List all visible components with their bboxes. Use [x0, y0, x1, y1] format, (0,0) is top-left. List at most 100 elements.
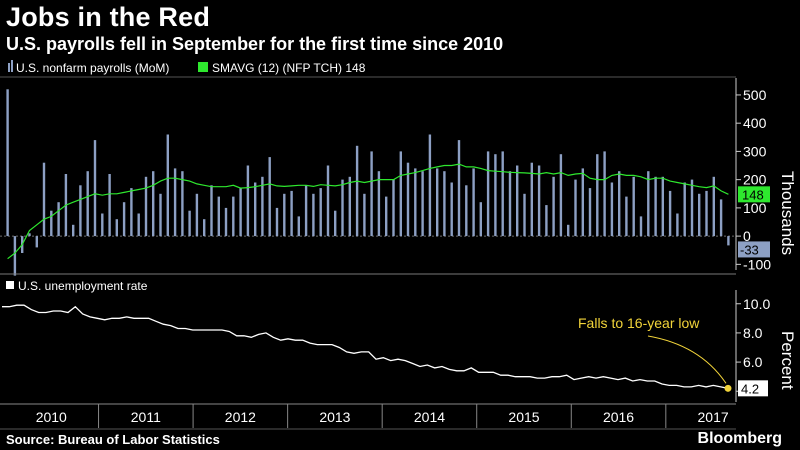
- payroll-bar: [195, 193, 199, 237]
- payroll-value-tag: [738, 241, 770, 258]
- payroll-bar: [283, 193, 286, 237]
- payroll-bar: [93, 140, 97, 237]
- unemp-value-tag: [738, 380, 768, 397]
- payroll-bar: [173, 168, 177, 237]
- payroll-bar: [632, 176, 635, 237]
- unemp-tick-label: 8.0: [743, 325, 763, 341]
- payroll-bar: [312, 193, 315, 237]
- unemployment-panel: 6.0 8.0 10.0 Percent 4.2 Falls to 16-year low…: [0, 273, 797, 402]
- payroll-tick-label: 200: [743, 172, 767, 188]
- payroll-bar: [450, 182, 453, 237]
- sma-line: [7, 163, 729, 260]
- payroll-bar: [537, 165, 541, 237]
- payroll-bar: [719, 199, 723, 237]
- payroll-bar: [297, 216, 300, 237]
- payroll-bar: [210, 185, 213, 237]
- payroll-bar: [610, 182, 614, 237]
- year-label: 2012: [225, 409, 256, 425]
- payroll-bar: [6, 89, 9, 237]
- payroll-bar: [108, 174, 111, 237]
- payroll-bar: [530, 162, 533, 237]
- payroll-tick-label: -100: [743, 256, 771, 272]
- payroll-bar: [596, 154, 599, 237]
- payroll-bar: [639, 216, 643, 237]
- payroll-panel: -100 0 100 200 300 400 500 Thousands 148 -33 U.S. …: [0, 60, 797, 276]
- payroll-bar: [654, 176, 657, 237]
- payroll-bar: [625, 196, 628, 237]
- chart-title: Jobs in the Red: [6, 2, 211, 32]
- payroll-bar: [457, 140, 461, 237]
- payroll-bar: [42, 162, 46, 237]
- payroll-bar: [86, 171, 89, 237]
- legend-payrolls: U.S. nonfarm payrolls (MoM): [16, 61, 169, 75]
- payroll-bar: [567, 224, 570, 237]
- payroll-bar: [304, 185, 308, 237]
- payroll-bar: [443, 171, 446, 237]
- sma-value-label: 148: [742, 187, 764, 202]
- legend-bar-swatch-a: [8, 63, 10, 72]
- payroll-bar: [166, 134, 169, 237]
- year-label: 2011: [131, 409, 161, 425]
- payroll-bar: [246, 165, 250, 237]
- payroll-bar: [268, 157, 271, 237]
- payroll-bar: [436, 168, 439, 237]
- payroll-bar: [101, 213, 104, 237]
- payroll-bar: [581, 168, 584, 237]
- payroll-bar: [159, 193, 162, 237]
- year-label: 2010: [36, 409, 67, 425]
- annotation-arrow: [647, 335, 727, 384]
- payroll-bar: [465, 185, 468, 237]
- payroll-bar: [559, 154, 563, 237]
- payroll-bar: [144, 176, 148, 237]
- payroll-bar: [326, 165, 330, 237]
- payroll-bar: [341, 179, 344, 237]
- latest-point-marker: [724, 384, 732, 392]
- payroll-bar: [698, 193, 701, 237]
- payroll-bar: [79, 185, 82, 237]
- payroll-bar: [385, 196, 388, 237]
- payroll-bar: [217, 196, 220, 237]
- legend-sma-swatch: [198, 62, 208, 72]
- payroll-bar: [479, 202, 482, 237]
- year-label: 2016: [603, 409, 634, 425]
- payroll-bar: [72, 224, 75, 237]
- payroll-bar: [188, 210, 191, 237]
- payroll-bar: [370, 151, 373, 237]
- payroll-bar: [406, 162, 410, 237]
- payroll-bar: [472, 168, 475, 237]
- unemp-y-label: Percent: [778, 331, 797, 390]
- legend-bar-swatch-b: [11, 60, 13, 72]
- payroll-bar: [399, 151, 402, 237]
- payroll-bar: [57, 202, 60, 237]
- payroll-bar: [661, 176, 664, 237]
- year-label: 2014: [414, 409, 445, 425]
- payroll-bar: [50, 210, 53, 237]
- payroll-bar: [115, 219, 118, 237]
- payroll-bar: [552, 176, 555, 237]
- payroll-bar: [501, 151, 504, 237]
- unemp-tick-label: 6.0: [743, 354, 763, 370]
- payroll-tick-label: 100: [743, 200, 767, 216]
- payroll-bar: [137, 213, 140, 237]
- payroll-bar: [588, 188, 592, 237]
- source-note: Source: Bureau of Labor Statistics: [6, 432, 220, 447]
- payroll-bar: [668, 190, 672, 237]
- payroll-bar: [275, 207, 279, 237]
- year-label: 2015: [508, 409, 539, 425]
- payroll-tick-label: 500: [743, 87, 767, 103]
- payroll-bar: [676, 213, 679, 237]
- payroll-bar: [348, 176, 351, 237]
- payroll-bar: [414, 168, 417, 237]
- payroll-bar: [261, 176, 264, 237]
- year-label: 2013: [319, 409, 350, 425]
- payroll-bar: [494, 154, 497, 237]
- payroll-tick-label: 0: [743, 228, 751, 244]
- payroll-bar: [319, 188, 322, 237]
- payroll-bar: [28, 233, 31, 237]
- payroll-bar: [224, 207, 228, 237]
- payroll-bar: [392, 179, 395, 237]
- payroll-bar: [574, 179, 577, 237]
- payroll-bar: [647, 171, 650, 237]
- annotation-text: Falls to 16-year low: [578, 315, 700, 331]
